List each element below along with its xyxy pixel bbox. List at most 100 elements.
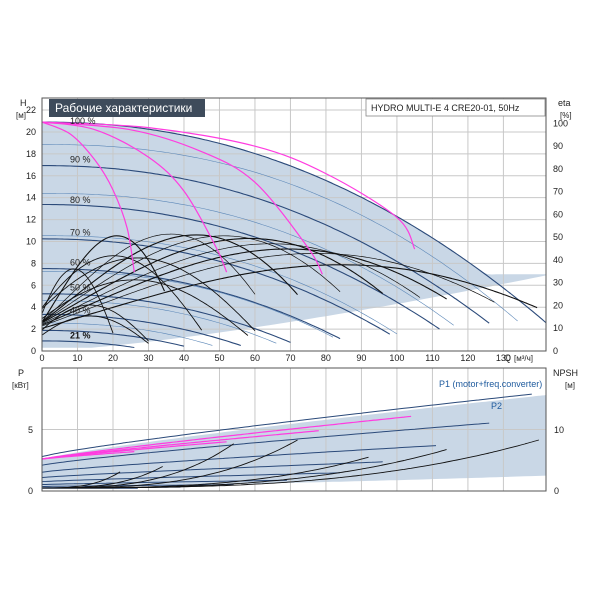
q-tick-label: 0: [39, 353, 44, 363]
q-tick-label: 110: [425, 353, 439, 363]
q-axis-unit: [м³/ч]: [514, 354, 533, 363]
eta-tick-label: 70: [553, 187, 563, 197]
efficiency-curve-5: [41, 243, 421, 325]
speed-curve-40: [42, 313, 241, 347]
low-speed-curve-3: [41, 255, 203, 331]
thin-curve-0: [42, 144, 518, 322]
efficiency-curve-2: [41, 234, 298, 323]
lower-frame: [41, 367, 547, 492]
q-tick-label: 30: [143, 353, 153, 363]
speed-label: 100 %: [70, 116, 96, 126]
eta-tick-label: 90: [553, 141, 563, 151]
lower-curves: [41, 393, 540, 489]
upper-panel: Рабочие характеристики HYDRO MULTI-E 4 C…: [16, 97, 572, 363]
eta-axis-unit: [%]: [560, 111, 572, 120]
speed-curve-30: [41, 329, 185, 347]
thin-curve-1: [42, 193, 454, 326]
pump-power-curve-0: [41, 415, 412, 460]
h-axis-name: H: [20, 98, 27, 108]
npsh-curve-6: [42, 471, 121, 489]
h-tick-label: 4: [31, 302, 36, 312]
low-speed-curve-2: [41, 304, 149, 342]
speed-labels: 100 % 90 % 80 % 70 % 60 % 50 % 40 % 21 %: [70, 116, 96, 341]
pump-curve-3: [41, 121, 323, 275]
upper-frame: [41, 97, 547, 352]
eta-tick-label: 20: [553, 300, 563, 310]
thin-curve-3: [41, 270, 334, 338]
model-label: HYDRO MULTI-E 4 CRE20-01, 50Hz: [371, 103, 520, 113]
h-tick-label: 14: [26, 193, 36, 203]
eta-tick-label: 10: [553, 323, 563, 333]
h-tick-label: 8: [31, 258, 36, 268]
q-tick-label: 20: [108, 353, 118, 363]
speed-label: 60 %: [70, 257, 91, 267]
eta-tick-label: 50: [553, 232, 563, 242]
pump-curve-4: [41, 121, 416, 250]
h-tick-label: 10: [26, 236, 36, 246]
eta-tick-label: 80: [553, 164, 563, 174]
upper-tick-labels: 0 2 4 6 8 10 12 14 16 18 20 22 0 10 20 30 40 50 60 70 80 90 10…: [26, 105, 568, 363]
p-axis-unit: [кВт]: [12, 381, 29, 390]
q-axis-name: Q: [504, 353, 511, 363]
model-box: [365, 98, 546, 117]
npsh-axis-name: NPSH: [553, 368, 578, 378]
q-tick-label: 10: [72, 353, 82, 363]
q-tick-label: 90: [356, 353, 366, 363]
pump-curve-2: [41, 121, 228, 273]
speed-label: 40 %: [70, 305, 91, 315]
h-axis-unit: [м]: [16, 111, 26, 120]
h-tick-label: 16: [26, 171, 36, 181]
h-tick-label: 0: [31, 346, 36, 356]
p2-label: P2: [491, 401, 502, 411]
pump-power-curve-1: [41, 430, 319, 460]
p-axis-name: P: [18, 368, 24, 378]
chart-title-box: [49, 99, 205, 117]
pump-curve-1: [41, 121, 135, 273]
speed-label: 80 %: [70, 195, 91, 205]
q-tick-label: 80: [321, 353, 331, 363]
speed-curve-100: [42, 121, 547, 324]
low-speed-curve-4: [41, 279, 249, 336]
efficiency-curve-7: [41, 253, 495, 327]
eta-tick-label: 40: [553, 255, 563, 265]
speed-curve-50: [42, 293, 291, 343]
speed-label: 70 %: [70, 228, 91, 238]
power-line-3: [41, 461, 383, 479]
thin-curve-5: [42, 322, 213, 346]
speed-label: 90 %: [70, 154, 91, 164]
eta-axis-name: eta: [558, 98, 571, 108]
speed-curve-70: [41, 238, 391, 335]
q-tick-label: 50: [214, 353, 224, 363]
chart-title: Рабочие характеристики: [55, 101, 192, 115]
lower-panel: P [кВт] NPSH [м] 0 5 0 10 P1 (motor+freq…: [12, 367, 578, 496]
h-tick-label: 18: [26, 149, 36, 159]
speed-curve-21: [42, 340, 135, 349]
power-envelope: [42, 395, 546, 487]
efficiency-curve-4: [41, 237, 384, 324]
h-tick-label: 2: [31, 324, 36, 334]
speed-label: 21 %: [70, 331, 91, 341]
efficiency-curve-8: [41, 264, 538, 329]
pump-power-curve-3: [41, 451, 135, 460]
p1-label: P1 (motor+freq.converter): [439, 379, 542, 389]
h-tick-label: 20: [26, 127, 36, 137]
efficiency-curve-6: [41, 248, 447, 326]
q-tick-label: 40: [179, 353, 189, 363]
p-tick-5: 5: [28, 425, 33, 435]
q-tick-label: 60: [250, 353, 260, 363]
eta-tick-label: 60: [553, 209, 563, 219]
power-line-0: [41, 393, 532, 458]
pump-power-curve-2: [41, 441, 227, 460]
speed-curve-80: [42, 203, 440, 330]
q-tick-label: 130: [496, 353, 511, 363]
h-tick-label: 22: [26, 105, 36, 115]
npsh-tick-10: 10: [554, 425, 564, 435]
q-tick-label: 120: [460, 353, 475, 363]
eta-tick-label: 0: [553, 346, 558, 356]
h-tick-label: 6: [31, 280, 36, 290]
power-envelope-area: [42, 395, 546, 487]
efficiency-curve-0: [41, 235, 166, 323]
npsh-axis-unit: [м]: [565, 381, 575, 390]
low-speed-curve-5: [41, 257, 256, 332]
